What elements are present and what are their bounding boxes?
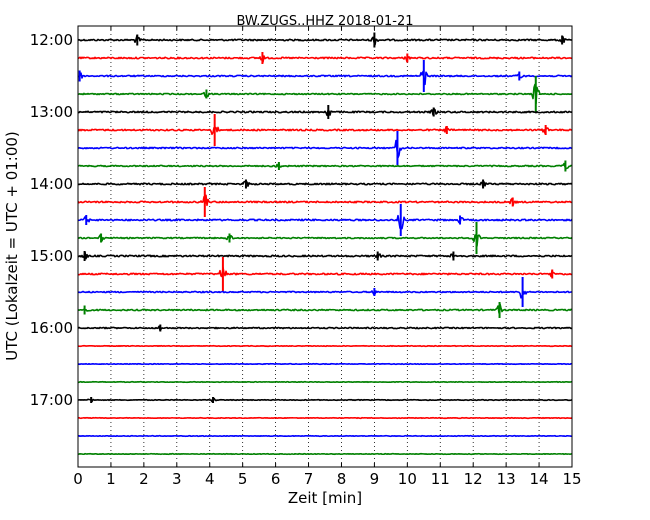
trace-line: [77, 214, 573, 230]
trace-row: [77, 324, 573, 332]
trace-row: [77, 362, 573, 366]
trace-line: [77, 290, 573, 299]
trace-line: [77, 397, 573, 403]
trace-row: [77, 114, 573, 146]
x-tick-label: 14: [530, 470, 549, 488]
trace-row: [77, 257, 573, 291]
trace-line: [77, 162, 573, 170]
y-tick-label: 14:00: [30, 175, 73, 193]
trace-row: [77, 131, 573, 165]
trace-row: [77, 52, 573, 64]
x-axis: 0 1 2 3 4 5 6 7 8 9 10 11 12 13 14 15: [73, 26, 582, 488]
x-tick-label: 15: [562, 470, 581, 488]
trace-row: [77, 434, 573, 438]
chart-title: BW.ZUGS..HHZ 2018-01-21: [236, 14, 413, 29]
y-tick-label: 13:00: [30, 103, 73, 121]
trace-line: [77, 234, 573, 247]
trace-row: [77, 105, 573, 119]
trace-line: [77, 362, 573, 366]
plot-frame: [77, 25, 573, 468]
trace-line: [77, 139, 573, 159]
trace-row: [77, 380, 573, 384]
trace-line: [77, 266, 573, 278]
trace-row: [77, 76, 573, 112]
trace-line: [77, 180, 573, 188]
trace-line: [77, 416, 573, 420]
trace-row: [77, 32, 573, 48]
trace-row: [77, 302, 573, 318]
x-tick-label: 4: [205, 470, 215, 488]
trace-row: [77, 179, 573, 189]
trace-row: [77, 160, 573, 172]
y-tick-label: 16:00: [30, 319, 73, 337]
trace-row: [77, 204, 573, 236]
trace-line: [77, 126, 573, 136]
trace-line: [77, 251, 573, 260]
trace-line: [77, 194, 573, 207]
trace-line: [77, 325, 573, 331]
trace-row: [77, 60, 573, 92]
x-tick-label: 10: [398, 470, 417, 488]
y-axis-label: UTC (Lokalzeit = UTC + 01:00): [3, 131, 21, 361]
x-tick-label: 8: [337, 470, 347, 488]
trace-line: [77, 70, 573, 86]
trace-row: [77, 452, 573, 456]
x-tick-label: 9: [370, 470, 380, 488]
x-tick-label: 1: [106, 470, 116, 488]
trace-row: [77, 416, 573, 420]
trace-line: [77, 83, 573, 105]
x-tick-label: 6: [271, 470, 281, 488]
trace-row: [77, 397, 573, 403]
trace-line: [77, 108, 573, 117]
trace-row: [77, 222, 573, 254]
trace-row: [77, 251, 573, 261]
trace-group: [77, 32, 573, 456]
x-tick-label: 5: [238, 470, 248, 488]
trace-row: [77, 344, 573, 348]
x-tick-label: 11: [431, 470, 450, 488]
x-tick-label: 12: [464, 470, 483, 488]
trace-row: [77, 277, 573, 307]
y-axis: 12:00 13:00 14:00 15:00 16:00 17:00: [30, 31, 572, 409]
x-axis-label: Zeit [min]: [288, 489, 362, 507]
trace-line: [77, 34, 573, 46]
trace-line: [77, 55, 573, 63]
x-tick-label: 7: [304, 470, 314, 488]
trace-line: [77, 303, 573, 314]
x-tick-label: 13: [497, 470, 516, 488]
trace-line: [77, 434, 573, 438]
trace-line: [77, 452, 573, 456]
x-tick-label: 0: [73, 470, 83, 488]
y-tick-label: 17:00: [30, 391, 73, 409]
y-tick-label: 15:00: [30, 247, 73, 265]
trace-line: [77, 344, 573, 348]
x-tick-label: 3: [172, 470, 182, 488]
trace-row: [77, 187, 573, 217]
x-tick-label: 2: [139, 470, 149, 488]
y-tick-label: 12:00: [30, 31, 73, 49]
grid-lines: [110, 26, 540, 467]
trace-line: [77, 380, 573, 384]
